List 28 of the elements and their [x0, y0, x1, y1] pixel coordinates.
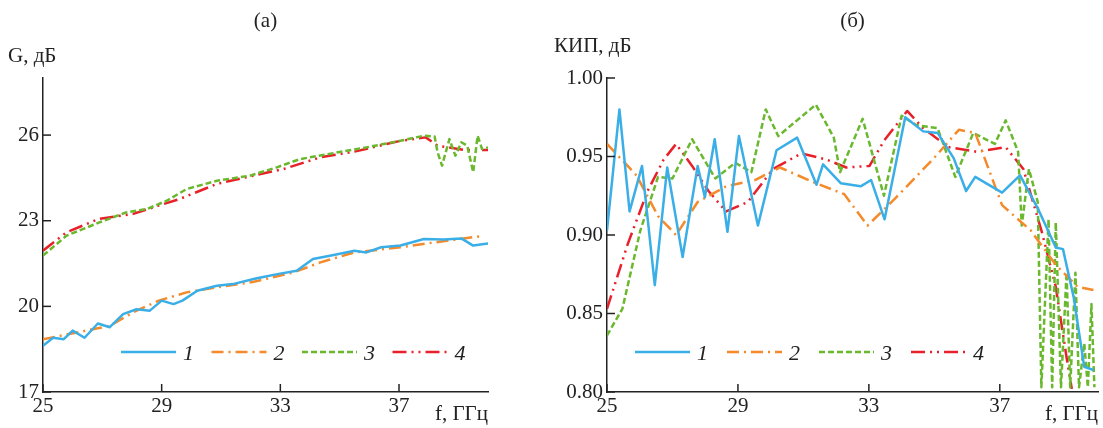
x-axis-title: f, ГГц [434, 401, 488, 425]
legend-label: 4 [454, 340, 466, 365]
y-tick-label: 20 [18, 292, 39, 317]
chart-title: (а) [253, 8, 278, 32]
legend-label: 4 [973, 340, 984, 365]
x-tick-label: 29 [151, 393, 173, 418]
chart-title: (б) [840, 8, 865, 32]
x-tick-label: 37 [388, 393, 410, 418]
x-tick-label: 37 [989, 393, 1011, 418]
x-tick-label: 29 [727, 393, 749, 418]
line-series [607, 128, 1095, 292]
y-axis-title: КИП, дБ [554, 33, 632, 57]
legend-label: 2 [789, 340, 800, 365]
legend-label: 1 [697, 340, 708, 365]
y-tick-label: 0.90 [566, 221, 603, 246]
x-axis-title: f, ГГц [1044, 401, 1098, 425]
y-axis-title: G, дБ [8, 43, 57, 67]
y-tick-label: 23 [18, 207, 39, 232]
y-tick-label: 0.95 [566, 143, 603, 168]
legend-label: 3 [880, 340, 892, 365]
y-tick-label: 0.85 [566, 300, 603, 325]
y-tick-label: 1.00 [566, 64, 603, 89]
legend-label: 1 [183, 340, 194, 365]
legend-label: 2 [273, 340, 285, 365]
x-tick-label: 33 [858, 393, 880, 418]
x-tick-label: 33 [269, 393, 291, 418]
y-tick-label: 26 [18, 121, 39, 146]
legend-label: 3 [363, 340, 375, 365]
